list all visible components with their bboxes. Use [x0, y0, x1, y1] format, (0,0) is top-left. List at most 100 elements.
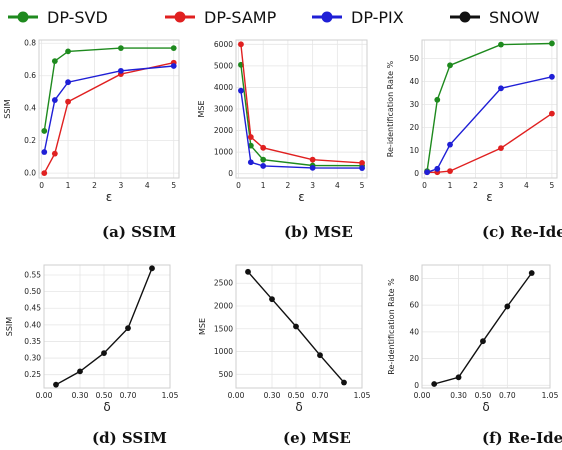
- chart-panel-d: 0.25 0.30 0.35 0.40 0.45 0.50 0.55 0.00 0.30 0.50…: [5, 264, 179, 447]
- y-tick-label: 0.40: [24, 320, 41, 329]
- y-tick-label: 4000: [214, 83, 233, 92]
- data-point: [528, 270, 535, 276]
- y-tick-label: 0.55: [24, 270, 41, 279]
- legend-marker: [17, 11, 29, 23]
- data-point: [424, 169, 430, 176]
- panel-caption: (a) SSIM: [102, 223, 176, 241]
- x-tick-label: 0.00: [36, 391, 53, 400]
- legend-item-snow: SNOW: [450, 8, 540, 27]
- series-line: [240, 44, 363, 164]
- series-dp-svd: [424, 40, 555, 175]
- x-tick-label: 1: [261, 181, 266, 190]
- series-dp-svd: [238, 61, 365, 169]
- y-tick-label: 2000: [214, 126, 233, 135]
- y-tick-label: 2500: [214, 279, 233, 288]
- plot-frame: [43, 264, 171, 389]
- legend-marker: [174, 11, 186, 23]
- x-tick-label: 0.70: [499, 391, 516, 400]
- y-tick-label: 2000: [214, 302, 233, 311]
- data-point: [117, 67, 124, 74]
- y-tick-label: 0.50: [24, 287, 41, 296]
- x-tick-label: 3: [499, 181, 504, 190]
- y-tick-label: 0.6: [24, 71, 36, 80]
- y-tick-label: 0: [414, 381, 419, 390]
- y-tick-label: 1500: [214, 324, 233, 333]
- y-tick-label: 80: [409, 274, 419, 283]
- x-tick-label: 4: [145, 181, 150, 190]
- data-point: [431, 381, 438, 387]
- data-point: [41, 128, 48, 134]
- data-point: [498, 85, 504, 92]
- plot-frame: [235, 264, 363, 389]
- series-dp-pix: [238, 87, 365, 171]
- y-tick-label: 1000: [214, 347, 233, 356]
- y-tick-label: 10: [409, 146, 419, 155]
- x-tick-label: 2: [92, 181, 97, 190]
- legend-item-dp-svd: DP-SVD: [8, 8, 108, 27]
- x-tick-label: 0.50: [288, 391, 305, 400]
- x-axis-label: δ: [482, 400, 489, 414]
- y-tick-label: 0.4: [24, 104, 36, 113]
- x-tick-label: 1.05: [542, 391, 559, 400]
- x-tick-label: 0.00: [228, 391, 245, 400]
- data-point: [238, 41, 244, 48]
- chart-panel-e: 500 1000 1500 2000 2500 0.00 0.30 0.50 0.70 1.05 δ…: [198, 264, 371, 447]
- data-point: [309, 156, 316, 163]
- data-point: [341, 379, 347, 386]
- plot-frame: [235, 39, 368, 179]
- legend-marker: [459, 11, 471, 23]
- data-point: [247, 159, 254, 166]
- x-tick-label: 1.05: [162, 391, 179, 400]
- data-point: [65, 79, 71, 86]
- x-tick-label: 4: [335, 181, 340, 190]
- data-point: [238, 87, 244, 94]
- data-point: [434, 165, 441, 172]
- plot-frame: [421, 264, 551, 389]
- series-line: [43, 65, 174, 153]
- data-point: [125, 325, 131, 332]
- x-tick-label: 5: [550, 181, 555, 190]
- series-dp-pix: [424, 73, 555, 176]
- data-point: [51, 97, 58, 103]
- y-tick-label: 5000: [214, 61, 233, 70]
- y-tick-label: 1000: [214, 148, 233, 157]
- series-dp-samp: [238, 41, 365, 166]
- x-tick-label: 0: [236, 181, 241, 190]
- data-point: [101, 350, 107, 356]
- legend-item-dp-pix: DP-PIX: [312, 8, 404, 27]
- x-tick-label: 1: [448, 181, 453, 190]
- series-line: [427, 113, 553, 174]
- data-point: [65, 48, 71, 55]
- x-tick-label: 0: [39, 181, 44, 190]
- data-point: [117, 45, 124, 52]
- x-tick-label: 3: [118, 181, 123, 190]
- y-tick-label: 0.25: [24, 370, 41, 379]
- data-point: [260, 156, 267, 163]
- data-point: [170, 45, 177, 52]
- series-dp-pix: [41, 63, 177, 155]
- legend-label: DP-SAMP: [204, 8, 277, 27]
- data-point: [498, 145, 504, 152]
- data-point: [77, 368, 83, 375]
- y-tick-label: 20: [409, 354, 419, 363]
- data-point: [447, 168, 453, 175]
- legend-marker: [321, 11, 333, 23]
- x-tick-label: 0.30: [264, 391, 281, 400]
- y-tick-label: 3000: [214, 105, 233, 114]
- data-point: [549, 40, 555, 47]
- y-tick-label: 20: [409, 123, 419, 132]
- data-point: [549, 73, 555, 80]
- data-point: [293, 323, 299, 330]
- x-axis-label: δ: [103, 400, 110, 414]
- data-point: [65, 98, 71, 105]
- legend-label: DP-PIX: [351, 8, 404, 27]
- series-snow: [245, 268, 347, 386]
- y-axis-label: SSIM: [5, 317, 14, 337]
- data-point: [504, 303, 511, 310]
- x-tick-label: 0.30: [450, 391, 467, 400]
- y-axis-label: Re-identification Rate %: [386, 60, 395, 157]
- x-axis-label: δ: [295, 400, 302, 414]
- data-point: [359, 160, 365, 166]
- data-point: [170, 63, 177, 69]
